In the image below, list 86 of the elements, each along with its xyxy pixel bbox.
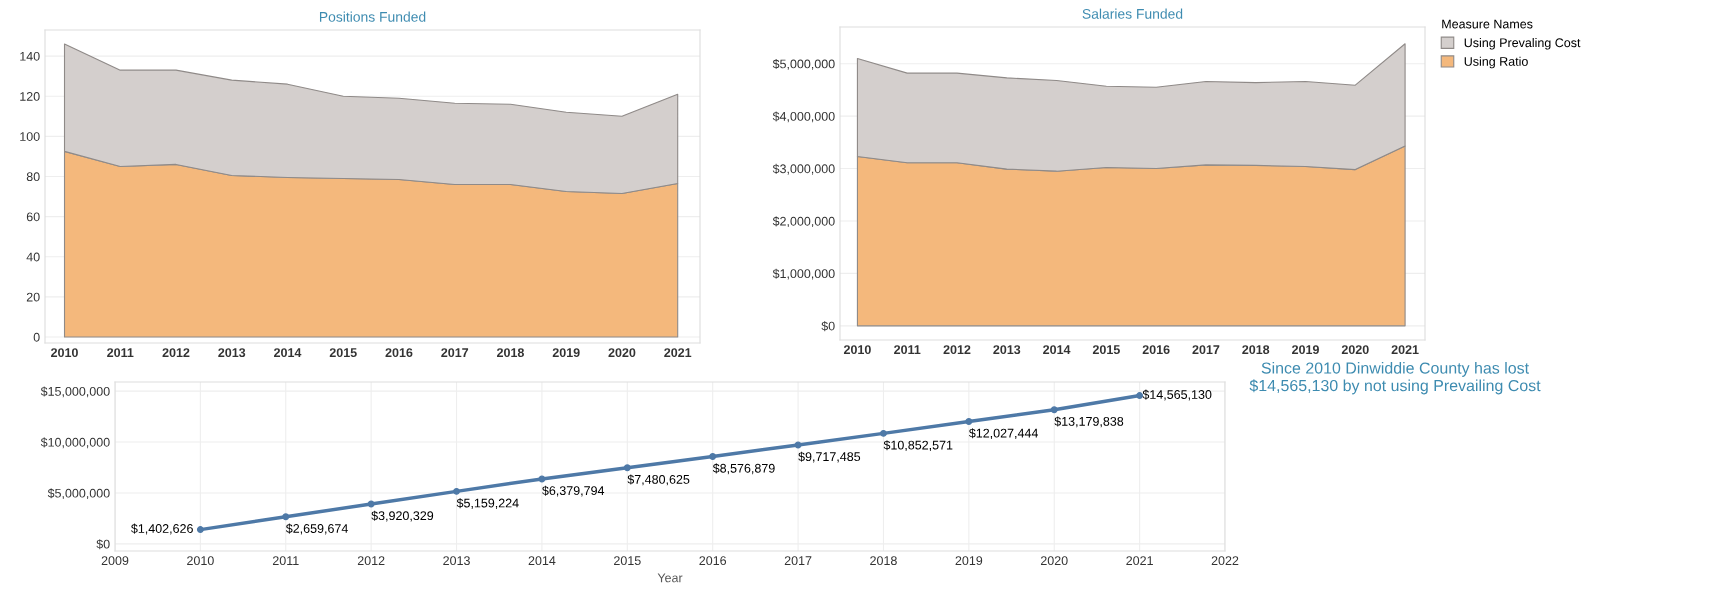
x-tick-label: 2022 xyxy=(1211,556,1239,566)
chart-title: Positions Funded xyxy=(319,11,426,22)
y-tick-label: 20 xyxy=(26,292,40,302)
x-tick-label: 2015 xyxy=(329,348,357,358)
data-label: $1,402,626 xyxy=(131,523,193,535)
x-tick-label: 2010 xyxy=(51,348,78,358)
point xyxy=(453,487,461,495)
x-tick-label: 2011 xyxy=(107,348,134,358)
x-axis-title: Year xyxy=(657,573,683,583)
x-tick-label: 2018 xyxy=(497,348,524,358)
point xyxy=(282,513,290,521)
x-tick-label: 2015 xyxy=(1092,345,1120,355)
legend-label: Using Prevaling Cost xyxy=(1464,37,1581,50)
y-tick-label: $1,000,000 xyxy=(772,268,835,280)
x-tick-label: 2011 xyxy=(272,556,299,566)
x-tick-label: 2016 xyxy=(385,348,413,358)
point xyxy=(965,417,973,425)
y-tick-label: $2,000,000 xyxy=(772,216,835,228)
x-tick-label: 2012 xyxy=(357,556,385,566)
x-tick-label: 2013 xyxy=(218,348,246,358)
y-tick-label: $5,000,000 xyxy=(772,58,835,70)
x-tick-label: 2017 xyxy=(784,556,812,566)
data-label: $14,565,130 xyxy=(1142,389,1212,401)
data-label: $13,179,838 xyxy=(1054,416,1124,428)
x-tick-label: 2014 xyxy=(528,556,556,566)
x-tick-label: 2015 xyxy=(614,556,641,566)
legend-label: Using Ratio xyxy=(1464,56,1528,69)
x-tick-label: 2009 xyxy=(101,556,129,566)
x-tick-label: 2012 xyxy=(943,345,971,355)
x-tick-label: 2018 xyxy=(1242,345,1270,355)
y-tick-label: 40 xyxy=(26,252,40,262)
y-tick-label: $5,000,000 xyxy=(47,488,110,500)
y-tick-label: $15,000,000 xyxy=(40,386,110,398)
point xyxy=(794,441,802,449)
data-label: $7,480,625 xyxy=(627,474,690,486)
data-label: $10,852,571 xyxy=(883,440,953,451)
x-tick-label: 2020 xyxy=(1341,345,1369,355)
x-tick-label: 2021 xyxy=(664,348,692,358)
point xyxy=(1050,406,1058,414)
x-tick-label: 2012 xyxy=(162,348,190,358)
y-tick-label: 60 xyxy=(26,212,40,222)
data-label: $12,027,444 xyxy=(968,428,1038,440)
x-tick-label: 2017 xyxy=(1192,345,1220,355)
data-label: $5,159,224 xyxy=(456,498,519,509)
x-tick-label: 2019 xyxy=(552,348,580,358)
x-tick-label: 2017 xyxy=(441,348,469,358)
x-tick-label: 2021 xyxy=(1391,345,1419,355)
y-tick-label: 80 xyxy=(26,172,40,182)
data-label: $3,920,329 xyxy=(371,510,434,522)
y-tick-label: $4,000,000 xyxy=(772,111,835,123)
x-tick-label: 2013 xyxy=(993,345,1021,355)
x-tick-label: 2019 xyxy=(1292,345,1319,355)
x-tick-label: 2016 xyxy=(1142,345,1170,355)
point xyxy=(709,453,717,461)
x-tick-label: 2016 xyxy=(699,556,727,566)
y-tick-label: 0 xyxy=(33,332,40,342)
y-tick-label: $0 xyxy=(96,539,110,550)
x-tick-label: 2014 xyxy=(1043,345,1071,355)
y-tick-label: $10,000,000 xyxy=(40,437,110,449)
point xyxy=(623,464,631,472)
x-tick-label: 2014 xyxy=(274,348,302,358)
x-tick-label: 2011 xyxy=(894,345,921,355)
legend-title: Measure Names xyxy=(1442,19,1533,29)
x-tick-label: 2018 xyxy=(870,556,897,566)
point xyxy=(367,500,375,508)
x-tick-label: 2010 xyxy=(187,556,214,566)
x-tick-label: 2020 xyxy=(1040,556,1068,566)
chart-title: Salaries Funded xyxy=(1082,8,1183,19)
point xyxy=(196,526,204,534)
data-label: $9,717,485 xyxy=(798,451,861,463)
text: Since 2010 Dinwiddie County has lost $14,565,130 by not using Prevailing Cost xyxy=(1249,362,1541,395)
y-tick-label: 120 xyxy=(20,92,40,101)
x-tick-label: 2013 xyxy=(443,556,470,566)
x-tick-label: 2019 xyxy=(955,556,983,566)
y-tick-label: 140 xyxy=(20,51,40,61)
x-tick-label: 2021 xyxy=(1126,556,1153,566)
x-tick-label: 2020 xyxy=(608,348,636,358)
data-label: $6,379,794 xyxy=(542,485,605,497)
x-tick-label: 2010 xyxy=(843,345,871,355)
y-tick-label: $0 xyxy=(821,321,835,332)
point xyxy=(879,429,887,437)
y-tick-label: $3,000,000 xyxy=(772,163,835,175)
data-label: $8,576,879 xyxy=(712,463,775,475)
data-label: $2,659,674 xyxy=(285,523,348,535)
y-tick-label: 100 xyxy=(20,132,40,141)
point xyxy=(538,475,546,483)
